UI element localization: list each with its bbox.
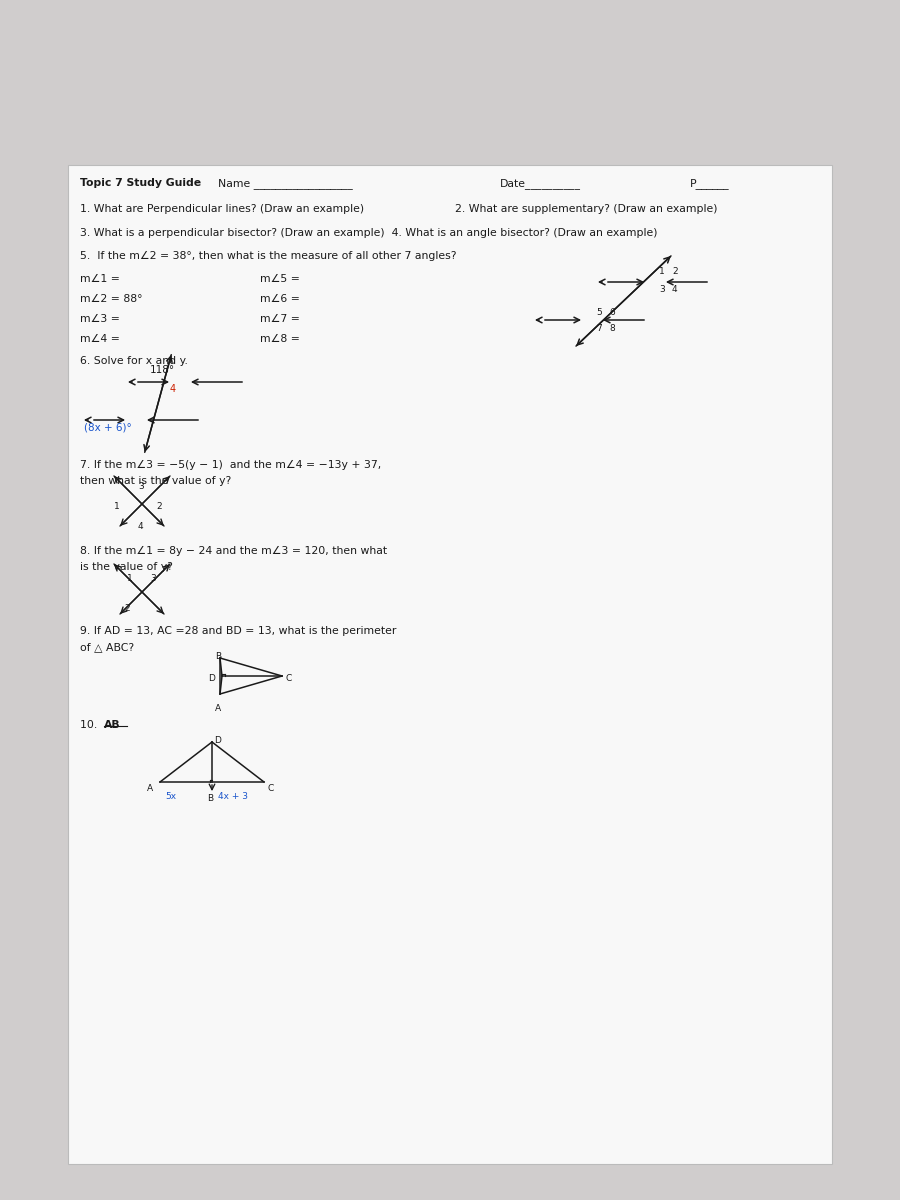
- Text: m∠8 =: m∠8 =: [260, 334, 300, 344]
- Text: Date__________: Date__________: [500, 178, 581, 188]
- Text: 5x: 5x: [165, 792, 176, 802]
- Text: 5: 5: [596, 308, 602, 317]
- Text: 1: 1: [127, 574, 133, 583]
- Text: 8. If the m∠1 = 8y − 24 and the m∠3 = 120, then what: 8. If the m∠1 = 8y − 24 and the m∠3 = 12…: [80, 546, 387, 556]
- Text: 6: 6: [609, 308, 615, 317]
- Text: 4: 4: [138, 522, 144, 530]
- Text: of △ ABC?: of △ ABC?: [80, 642, 134, 652]
- Text: m∠5 =: m∠5 =: [260, 274, 300, 284]
- Text: m∠1 =: m∠1 =: [80, 274, 120, 284]
- Text: 3: 3: [150, 574, 156, 583]
- Text: (8x + 6)°: (8x + 6)°: [84, 422, 131, 432]
- Text: 9. If AD = 13, AC =28 and BD = 13, what is the perimeter: 9. If AD = 13, AC =28 and BD = 13, what …: [80, 626, 396, 636]
- Text: 3. What is a perpendicular bisector? (Draw an example)  4. What is an angle bise: 3. What is a perpendicular bisector? (Dr…: [80, 228, 658, 238]
- Text: A: A: [215, 704, 221, 713]
- Text: m∠6 =: m∠6 =: [260, 294, 300, 304]
- Text: Name __________________: Name __________________: [218, 178, 353, 188]
- Text: m∠2 = 88°: m∠2 = 88°: [80, 294, 142, 304]
- Text: 10.: 10.: [80, 720, 101, 730]
- Text: 4: 4: [672, 284, 678, 294]
- Text: 2: 2: [672, 266, 678, 276]
- FancyBboxPatch shape: [68, 164, 832, 1164]
- Text: B: B: [207, 794, 213, 803]
- Text: 2: 2: [156, 502, 162, 511]
- Text: 1: 1: [114, 502, 120, 511]
- Text: 7. If the m∠3 = −5(y − 1)  and the m∠4 = −13y + 37,: 7. If the m∠3 = −5(y − 1) and the m∠4 = …: [80, 460, 382, 470]
- Text: 2. What are supplementary? (Draw an example): 2. What are supplementary? (Draw an exam…: [455, 204, 717, 214]
- Text: 3: 3: [138, 482, 144, 491]
- Text: 3: 3: [659, 284, 665, 294]
- Text: m∠4 =: m∠4 =: [80, 334, 120, 344]
- Text: Topic 7 Study Guide: Topic 7 Study Guide: [80, 178, 201, 188]
- Text: m∠7 =: m∠7 =: [260, 314, 300, 324]
- Text: is the value of y?: is the value of y?: [80, 562, 173, 572]
- Text: 1: 1: [659, 266, 665, 276]
- Text: 4x + 3: 4x + 3: [218, 792, 248, 802]
- Text: then what is the value of y?: then what is the value of y?: [80, 476, 231, 486]
- Text: 6. Solve for x and y.: 6. Solve for x and y.: [80, 356, 188, 366]
- Text: 118°: 118°: [150, 365, 176, 374]
- Text: 4: 4: [170, 384, 176, 394]
- Text: D: D: [208, 674, 215, 683]
- Text: 2: 2: [124, 604, 130, 613]
- Text: 5.  If the m∠2 = 38°, then what is the measure of all other 7 angles?: 5. If the m∠2 = 38°, then what is the me…: [80, 251, 456, 262]
- Text: C: C: [286, 674, 292, 683]
- Text: 1. What are Perpendicular lines? (Draw an example): 1. What are Perpendicular lines? (Draw a…: [80, 204, 364, 214]
- Text: C: C: [268, 784, 274, 793]
- Text: P______: P______: [690, 178, 730, 188]
- Text: AB: AB: [104, 720, 121, 730]
- Text: A: A: [147, 784, 153, 793]
- Text: 8: 8: [609, 324, 615, 332]
- Text: m∠3 =: m∠3 =: [80, 314, 120, 324]
- Text: B: B: [215, 652, 221, 661]
- Text: 7: 7: [596, 324, 602, 332]
- Text: D: D: [214, 736, 220, 745]
